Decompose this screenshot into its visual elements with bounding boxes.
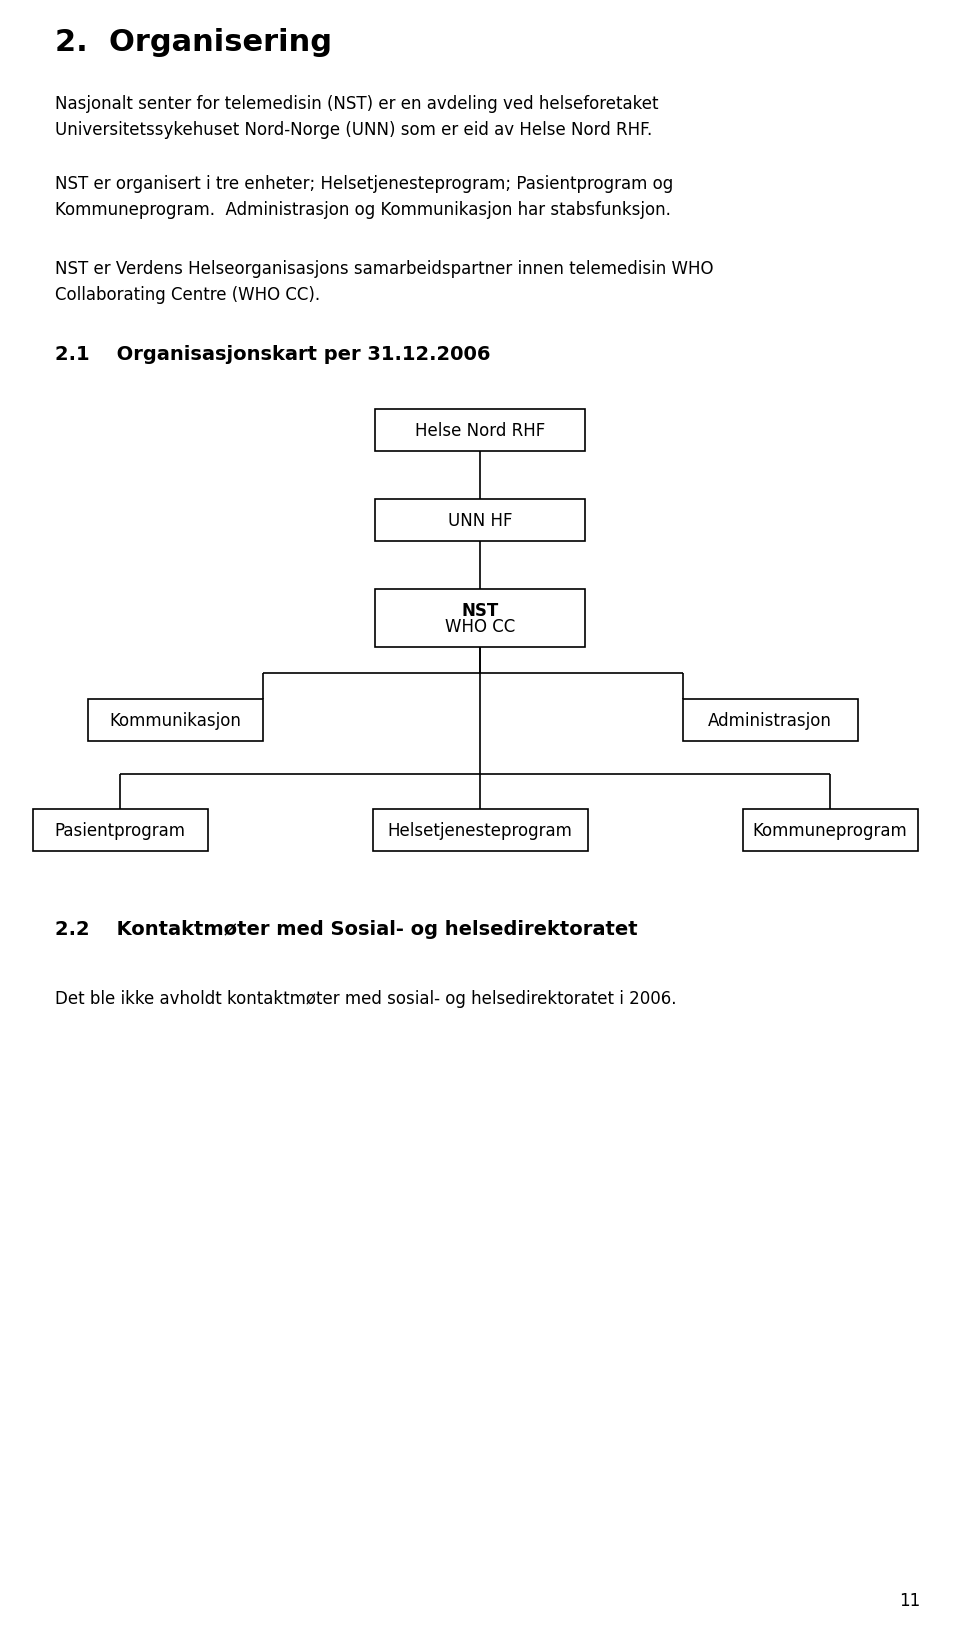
Text: Administrasjon: Administrasjon [708, 711, 832, 729]
Text: Kommunikasjon: Kommunikasjon [109, 711, 241, 729]
Text: 2.2    Kontaktmøter med Sosial- og helsedirektoratet: 2.2 Kontaktmøter med Sosial- og helsedir… [55, 919, 637, 939]
Text: Helsetjenesteprogram: Helsetjenesteprogram [388, 821, 572, 839]
Text: WHO CC: WHO CC [444, 618, 516, 636]
Bar [375, 590, 585, 647]
Text: 2.1    Organisasjonskart per 31.12.2006: 2.1 Organisasjonskart per 31.12.2006 [55, 344, 491, 364]
Text: NST: NST [462, 602, 498, 620]
Text: 2.  Organisering: 2. Organisering [55, 28, 332, 57]
Text: Det ble ikke avholdt kontaktmøter med sosial- og helsedirektoratet i 2006.: Det ble ikke avholdt kontaktmøter med so… [55, 990, 677, 1008]
Text: Helse Nord RHF: Helse Nord RHF [415, 421, 545, 439]
Bar [375, 410, 585, 452]
Bar [375, 500, 585, 541]
Bar [33, 810, 207, 852]
Text: NST er Verdens Helseorganisasjons samarbeidspartner innen telemedisin WHO
Collab: NST er Verdens Helseorganisasjons samarb… [55, 261, 713, 305]
Bar [683, 700, 857, 741]
Bar [372, 810, 588, 852]
Text: UNN HF: UNN HF [447, 511, 513, 529]
Text: 11: 11 [899, 1591, 920, 1609]
Bar [742, 810, 918, 852]
Text: Kommuneprogram: Kommuneprogram [753, 821, 907, 839]
Text: Nasjonalt senter for telemedisin (NST) er en avdeling ved helseforetaket
Univers: Nasjonalt senter for telemedisin (NST) e… [55, 95, 659, 139]
Text: NST er organisert i tre enheter; Helsetjenesteprogram; Pasientprogram og
Kommune: NST er organisert i tre enheter; Helsetj… [55, 175, 673, 220]
Bar [87, 700, 262, 741]
Text: Pasientprogram: Pasientprogram [55, 821, 185, 839]
